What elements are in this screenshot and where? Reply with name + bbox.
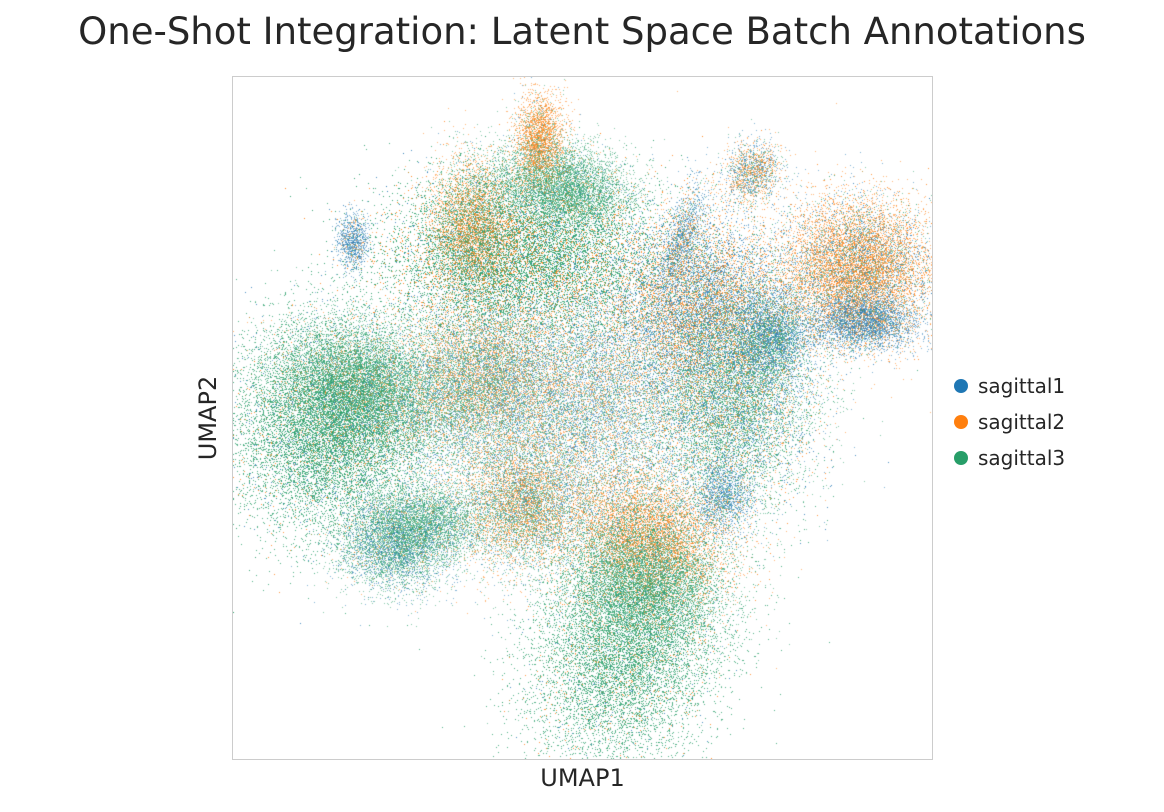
y-axis-label: UMAP2 [194, 375, 222, 461]
x-axis-label: UMAP1 [540, 764, 625, 792]
umap-scatter-points [233, 77, 932, 759]
legend: sagittal1 sagittal2 sagittal3 [954, 368, 1065, 476]
legend-item-sagittal3: sagittal3 [954, 440, 1065, 476]
chart-title: One-Shot Integration: Latent Space Batch… [78, 10, 1086, 53]
legend-marker-sagittal1 [954, 379, 968, 393]
legend-item-sagittal1: sagittal1 [954, 368, 1065, 404]
legend-label-sagittal1: sagittal1 [978, 374, 1066, 398]
legend-marker-sagittal2 [954, 415, 968, 429]
legend-item-sagittal2: sagittal2 [954, 404, 1065, 440]
legend-marker-sagittal3 [954, 451, 968, 465]
legend-label-sagittal3: sagittal3 [978, 446, 1066, 470]
legend-label-sagittal2: sagittal2 [978, 410, 1066, 434]
plot-area [232, 76, 933, 760]
